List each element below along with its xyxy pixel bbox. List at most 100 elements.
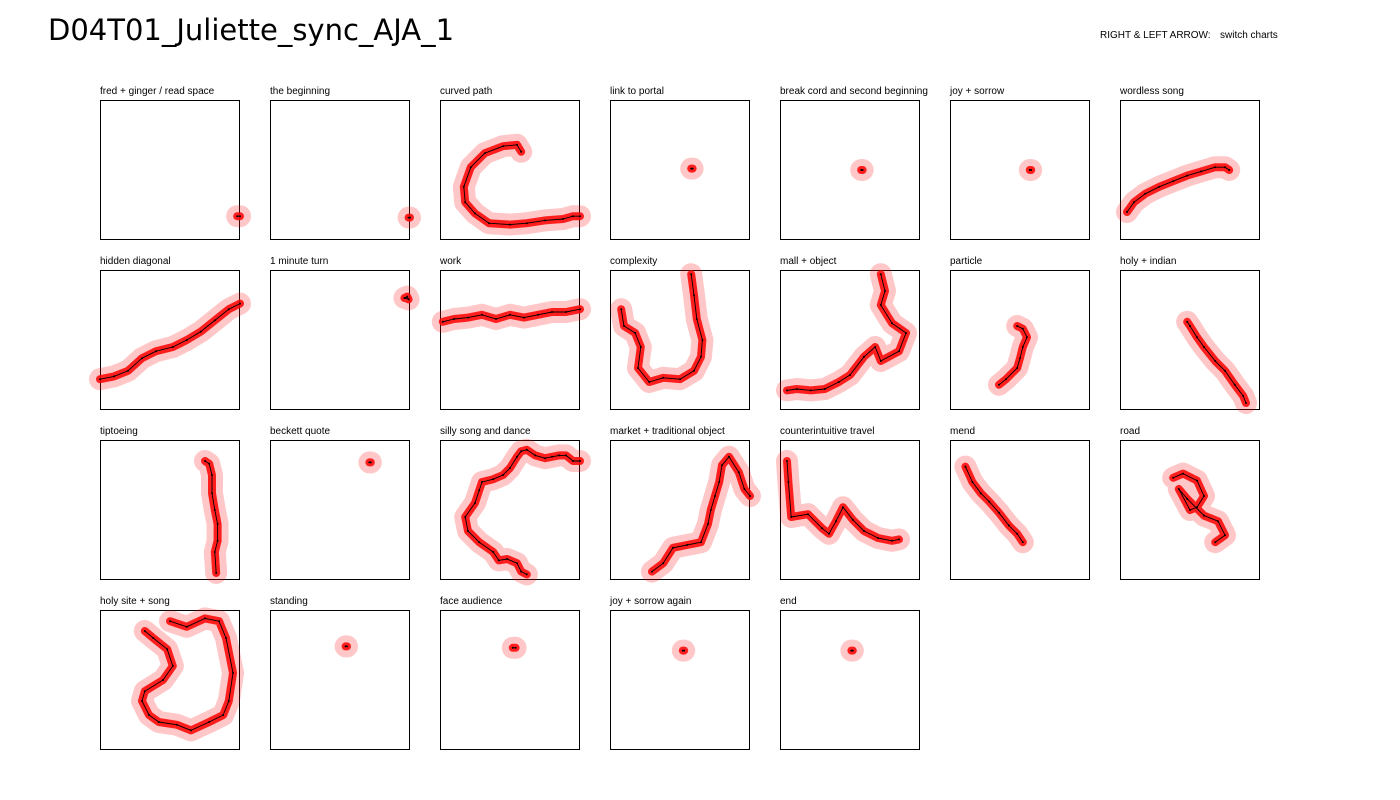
trajectory-path [998, 325, 1028, 386]
data-point [620, 308, 623, 311]
data-point [236, 215, 239, 218]
chart-title: joy + sorrow [950, 86, 1005, 97]
chart-title: fred + ginger / read space [100, 86, 215, 97]
data-point [905, 332, 907, 334]
data-point [551, 311, 553, 313]
data-point [474, 502, 476, 504]
chart-title: face audience [440, 596, 503, 607]
keyboard-hint-key: RIGHT & LEFT ARROW: [1100, 30, 1211, 41]
data-point [807, 513, 809, 516]
data-point [579, 460, 581, 462]
data-point [737, 471, 740, 474]
data-point [99, 378, 101, 381]
chart-title: break cord and second beginning [780, 86, 928, 97]
data-point [544, 457, 546, 460]
data-point [743, 488, 746, 490]
data-point [509, 467, 511, 469]
data-point [1196, 506, 1198, 509]
data-point [850, 649, 853, 652]
data-point [1005, 378, 1007, 381]
chart-title: counterintuitive travel [780, 426, 875, 437]
data-point [520, 450, 523, 453]
data-point [877, 537, 879, 539]
data-point [208, 462, 211, 465]
data-point [215, 572, 218, 574]
data-point [863, 530, 865, 532]
plot-frame [780, 100, 920, 240]
data-point [239, 302, 241, 305]
data-point [227, 308, 230, 311]
data-point [185, 339, 188, 341]
trajectory-plot [776, 263, 917, 402]
chart-panel-end: end [780, 596, 952, 761]
data-point [537, 313, 539, 316]
page-title: D04T01_Juliette_sync_AJA_1 [48, 13, 455, 47]
data-point [837, 381, 840, 383]
data-point [152, 637, 155, 639]
data-point [637, 367, 639, 369]
data-point [821, 527, 823, 530]
data-point [1126, 211, 1128, 213]
plot-frame [100, 610, 240, 750]
data-point [497, 559, 500, 562]
data-point [464, 516, 467, 518]
data-point [127, 369, 129, 372]
data-point [406, 295, 409, 298]
data-point [141, 700, 143, 702]
chart-title: joy + sorrow again [610, 596, 692, 607]
data-point [469, 166, 472, 169]
plot-frame [440, 100, 580, 240]
data-point [1177, 488, 1180, 490]
data-point [971, 481, 974, 483]
data-point [403, 297, 406, 299]
data-point [1021, 346, 1024, 348]
chart-title: the beginning [270, 86, 331, 97]
chart-panel-particle: particle [950, 256, 1122, 421]
data-point [1196, 479, 1198, 482]
data-point [851, 649, 854, 652]
data-point [551, 455, 553, 458]
data-point [1186, 320, 1189, 323]
data-point [874, 346, 877, 348]
data-point [1228, 169, 1231, 171]
data-point [525, 573, 528, 576]
data-point [579, 308, 581, 311]
data-point [714, 495, 716, 497]
data-point [369, 461, 372, 464]
trajectory-plot [194, 450, 229, 584]
chart-panel-joy-sorrow-again: joy + sorrow again [610, 596, 782, 761]
data-point [176, 723, 178, 726]
data-point [683, 649, 686, 652]
trajectory-plot [954, 455, 1034, 554]
data-point [998, 383, 1000, 386]
trajectory-path [1126, 166, 1230, 213]
data-point [787, 481, 790, 483]
data-point [157, 721, 160, 723]
data-point [1203, 346, 1205, 348]
trajectory-plot [454, 438, 591, 586]
data-point [143, 630, 146, 632]
chart-panel-curved-path: curved path [440, 86, 612, 251]
data-point [707, 523, 709, 525]
data-point [898, 538, 900, 541]
data-point [879, 304, 882, 306]
data-point [879, 360, 882, 362]
data-point [216, 539, 219, 542]
data-point [786, 460, 788, 462]
chart-panel-mend: mend [950, 426, 1122, 591]
data-point [651, 570, 653, 573]
data-point [502, 145, 504, 148]
data-point [204, 617, 206, 620]
data-point [884, 290, 886, 292]
chart-panel-standing: standing [270, 596, 442, 761]
trajectory-path [964, 466, 1024, 543]
data-point [1186, 174, 1189, 177]
chart-panel-tiptoeing: tiptoeing [100, 426, 272, 591]
data-point [216, 523, 219, 525]
data-point [1196, 336, 1198, 339]
data-point [891, 539, 893, 542]
chart-panel-complexity: complexity [610, 256, 782, 421]
trajectory-plot [393, 285, 420, 311]
plot-frame [950, 100, 1090, 240]
data-point [686, 544, 688, 546]
